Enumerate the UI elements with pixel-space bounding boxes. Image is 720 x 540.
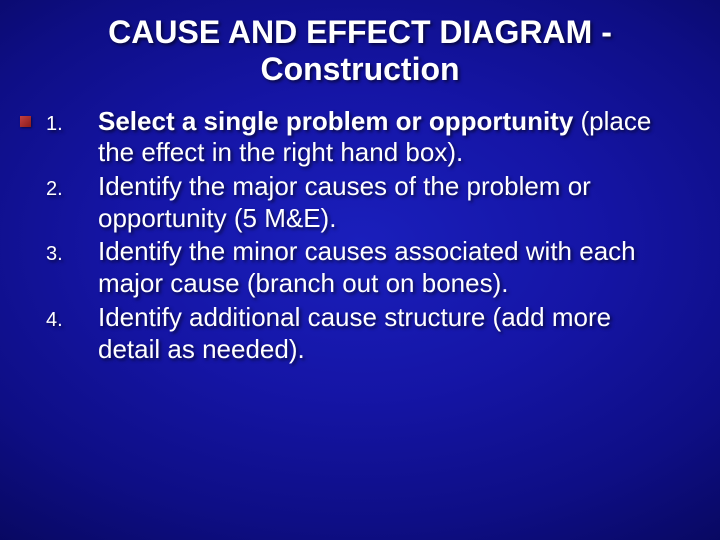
step-rest: Identify the major causes of the problem… (98, 171, 591, 233)
step-rest: Identify additional cause structure (add… (98, 302, 611, 364)
slide: CAUSE AND EFFECT DIAGRAM - Construction … (0, 0, 720, 540)
title-line-2: Construction (260, 51, 459, 87)
bullet-square-icon (20, 116, 31, 127)
slide-body: Select a single problem or opportunity (… (0, 88, 720, 366)
title-line-1: CAUSE AND EFFECT DIAGRAM - (108, 14, 612, 50)
list-item: Select a single problem or opportunity (… (40, 106, 680, 169)
step-lead: Select a single problem or opportunity (98, 106, 573, 136)
step-rest: Identify the minor causes associated wit… (98, 236, 636, 298)
slide-title: CAUSE AND EFFECT DIAGRAM - Construction (0, 0, 720, 88)
list-item: Identify additional cause structure (add… (40, 302, 680, 365)
list-item: Identify the minor causes associated wit… (40, 236, 680, 299)
list-item: Identify the major causes of the problem… (40, 171, 680, 234)
steps-list: Select a single problem or opportunity (… (40, 106, 680, 366)
